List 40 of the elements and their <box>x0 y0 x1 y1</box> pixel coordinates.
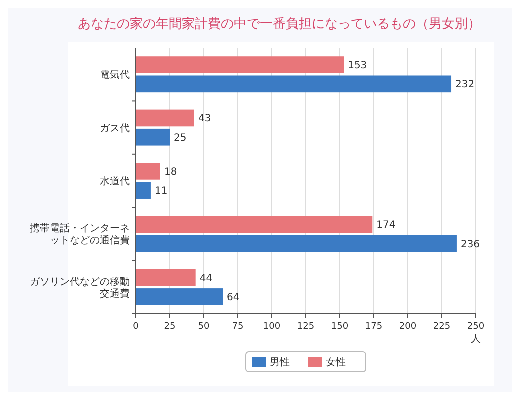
legend-label: 男性 <box>270 356 290 368</box>
chart-title: あなたの家の年間家計費の中で一番負担になっているもの（男女別） <box>78 16 481 32</box>
data-label: 232 <box>456 80 475 91</box>
bar <box>136 182 151 199</box>
x-tick-label: 0 <box>133 322 140 332</box>
y-tick-label: 水道代 <box>100 176 130 188</box>
y-tick-label: ガソリン代などの移動交通費 <box>30 276 130 300</box>
bar <box>136 76 452 93</box>
data-label: 153 <box>348 60 368 72</box>
bar <box>136 128 170 146</box>
data-label: 25 <box>174 132 187 144</box>
x-tick-label: 75 <box>232 322 244 332</box>
x-tick-label: 200 <box>399 322 417 332</box>
legend-label: 女性 <box>326 356 346 368</box>
data-label: 44 <box>200 273 213 284</box>
data-label: 11 <box>154 186 168 198</box>
x-tick-label: 25 <box>164 322 176 332</box>
data-label: 43 <box>198 114 212 125</box>
y-tick-label: ガス代 <box>100 123 130 134</box>
x-tick-label: 225 <box>433 322 451 332</box>
y-tick-label: 携帯電話・インターネットなどの通信費 <box>30 222 130 247</box>
data-label: 174 <box>376 220 396 232</box>
bar <box>136 288 224 306</box>
bar <box>136 216 373 234</box>
data-label: 64 <box>227 292 240 304</box>
x-tick-label: 125 <box>297 322 315 332</box>
x-tick-label: 50 <box>198 322 210 332</box>
bar <box>136 235 457 252</box>
bar <box>136 110 194 127</box>
x-tick-label: 175 <box>365 322 383 332</box>
data-label: 236 <box>460 239 480 250</box>
x-tick-label: 100 <box>263 322 281 332</box>
y-tick-label: 電気代 <box>100 70 130 82</box>
x-tick-label: 150 <box>331 322 349 332</box>
bar <box>136 163 160 180</box>
data-label: 18 <box>164 166 178 178</box>
bar <box>136 269 196 286</box>
x-tick-label: 250 <box>467 322 485 332</box>
bar <box>136 56 344 74</box>
x-axis-title: 人 <box>471 334 481 345</box>
